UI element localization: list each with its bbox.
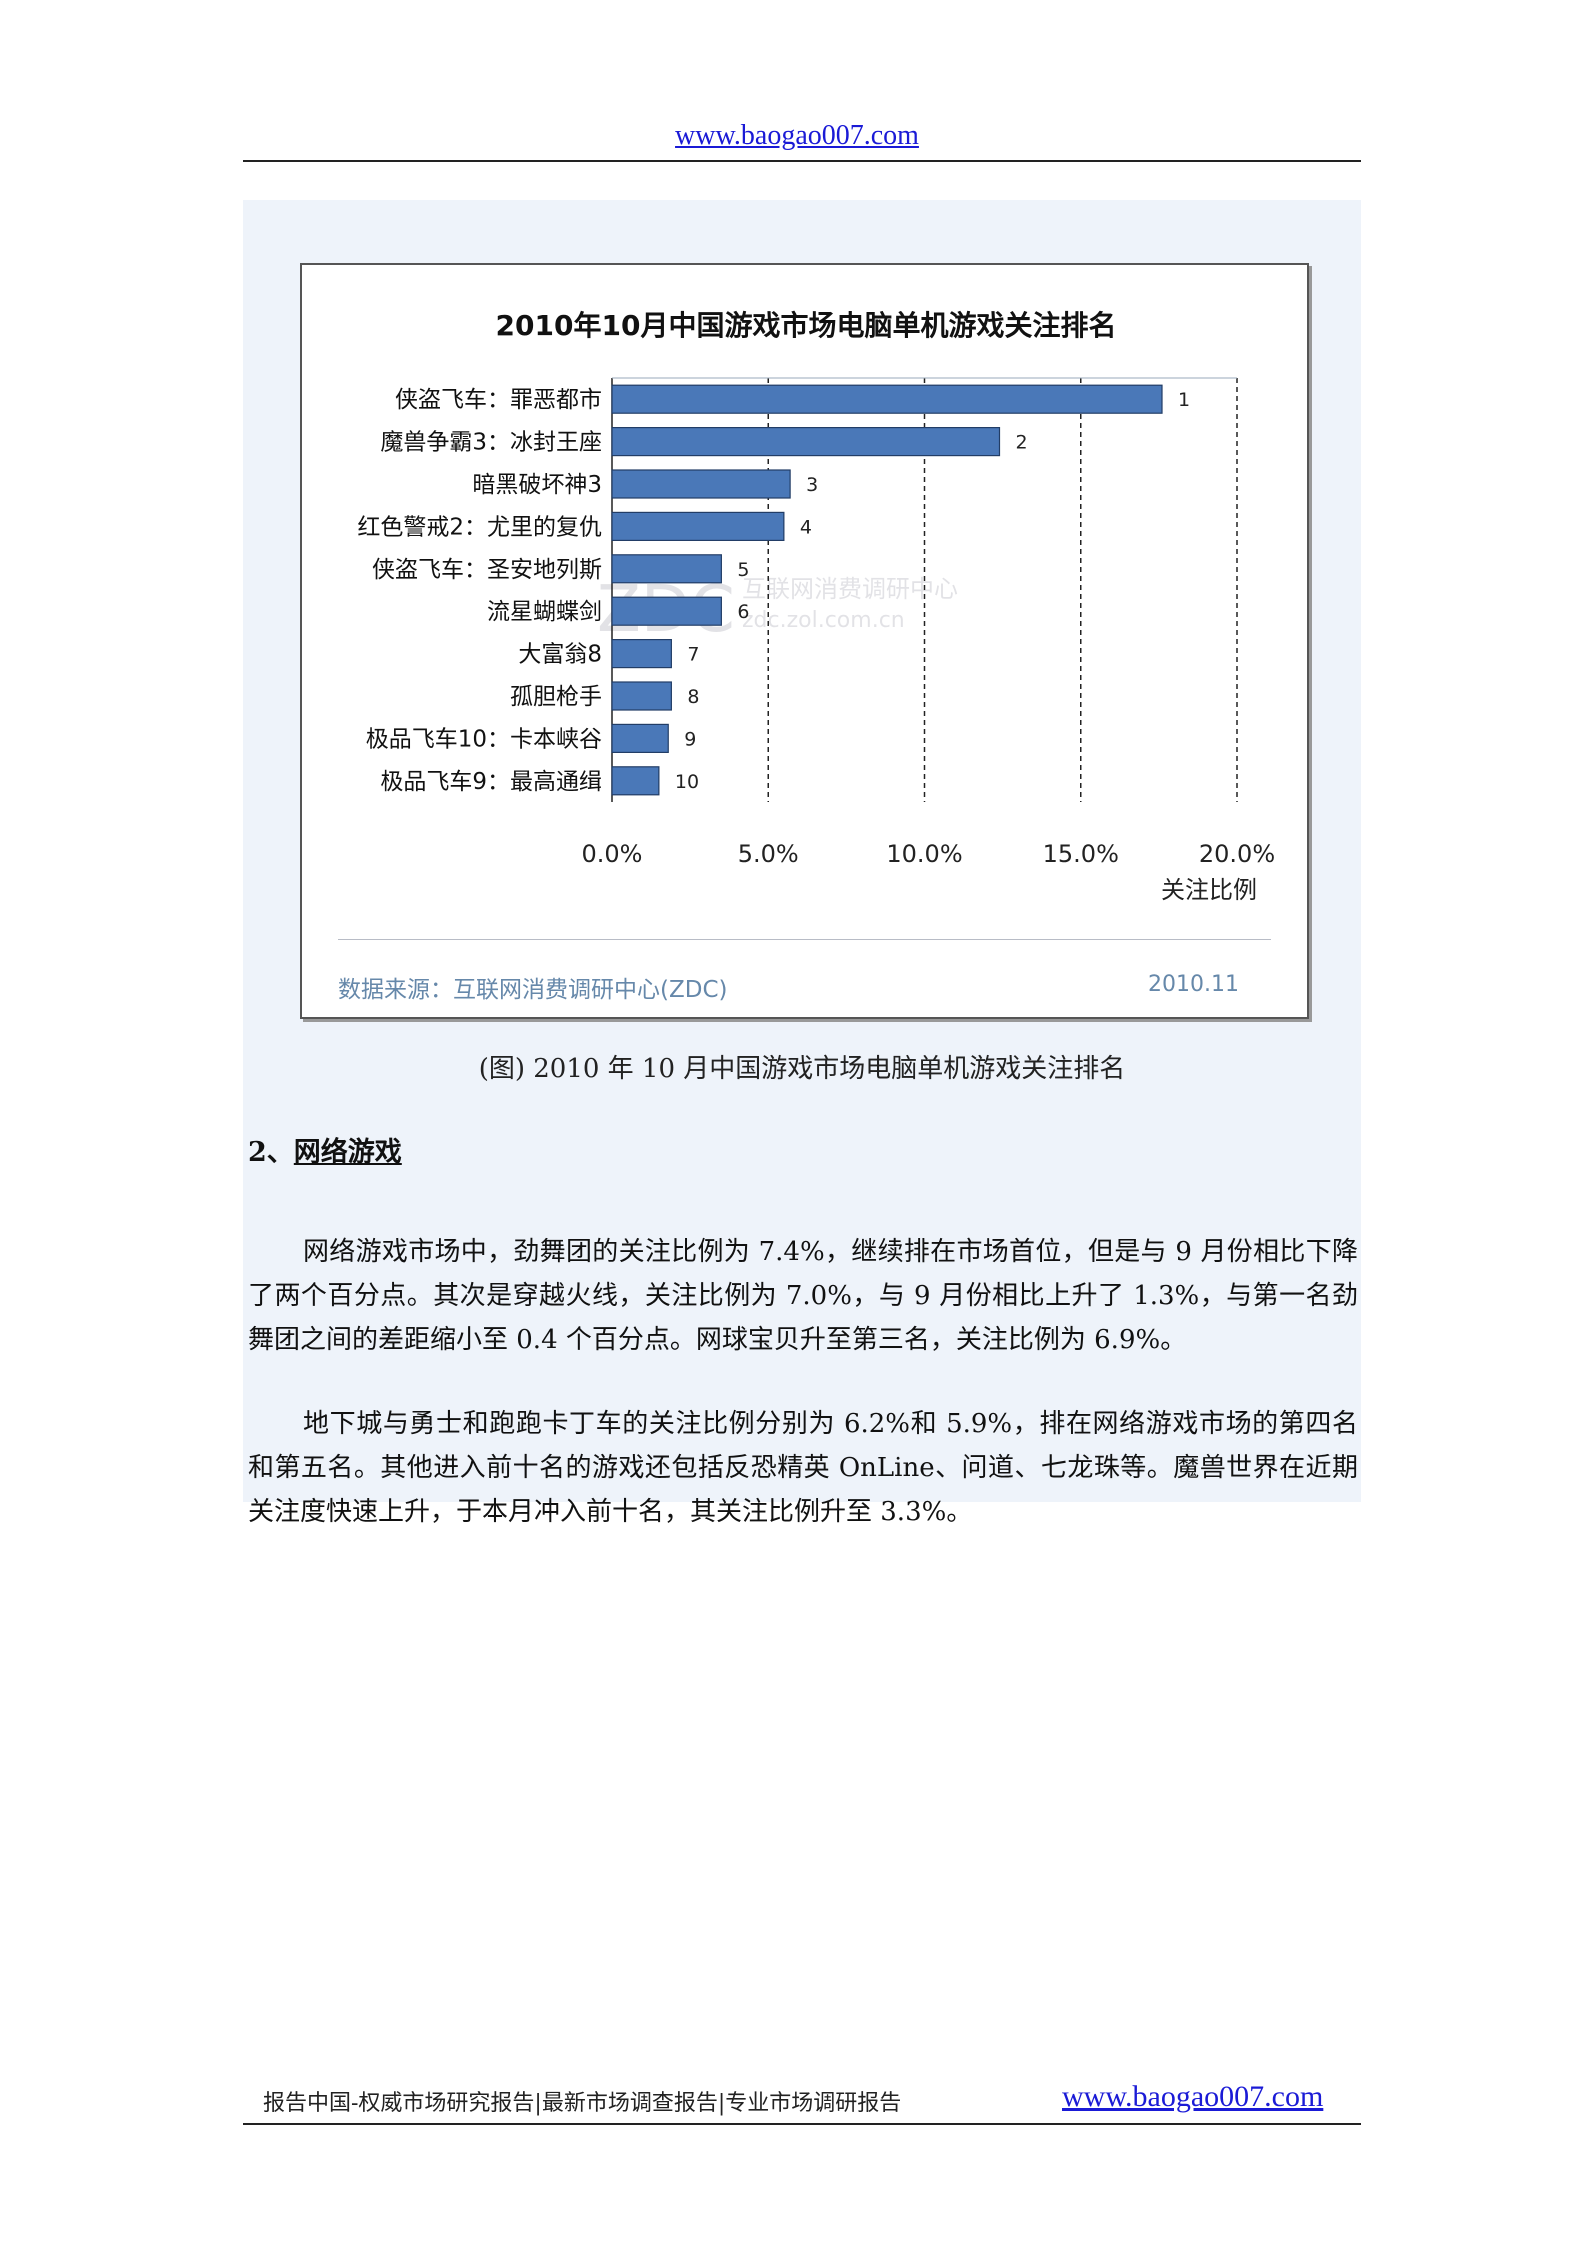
figure-caption: (图) 2010 年 10 月中国游戏市场电脑单机游戏关注排名 [478,1054,1126,1084]
x-tick-label: 20.0% [1199,840,1275,868]
source-divider [338,939,1271,940]
bar [611,639,672,669]
paragraph-online-games-1: 网络游戏市场中，劲舞团的关注比例为 7.4%，继续排在市场首位，但是与 9 月份… [248,1237,1358,1355]
section-number: 2、 [248,1137,294,1168]
data-label: 6 [737,601,749,623]
bar [611,554,722,584]
chart-title: 2010年10月中国游戏市场电脑单机游戏关注排名 [496,309,1117,342]
bar [611,469,791,499]
bar [611,427,1001,457]
watermark-org: 互联网消费调研中心 [742,575,958,603]
category-label: 红色警戒2：尤里的复仇 [357,514,602,540]
category-label: 魔兽争霸3：冰封王座 [380,430,602,456]
category-label: 极品飞车10：卡本峡谷 [366,726,602,752]
data-label: 2 [1016,432,1028,454]
data-label: 5 [737,559,749,581]
footer-link[interactable]: www.baogao007.com [1062,2080,1324,2113]
data-label: 7 [687,644,699,666]
category-label: 流星蝴蝶剑 [487,599,602,625]
x-axis-label: 关注比例 [1161,876,1257,904]
header-rule [243,160,1361,162]
data-label: 8 [687,686,699,708]
x-tick-label: 5.0% [738,840,799,868]
data-label: 10 [675,771,699,793]
watermark-url: zdc.zol.com.cn [742,608,905,633]
x-tick-label: 15.0% [1043,840,1119,868]
header-link[interactable]: www.baogao007.com [675,120,919,151]
bar [611,766,660,796]
category-label: 侠盗飞车：罪恶都市 [395,387,602,413]
bar [611,384,1163,414]
footer-text: 报告中国-权威市场研究报告|最新市场调查报告|专业市场调研报告 [263,2091,902,2116]
data-label: 9 [684,728,696,750]
category-label: 侠盗飞车：圣安地列斯 [372,557,602,583]
bar [611,511,785,541]
category-label: 极品飞车9：最高通缉 [380,769,602,795]
data-label: 4 [800,516,812,538]
category-label: 孤胆枪手 [510,684,602,710]
bar [611,723,669,753]
chart-figure: 2010年10月中国游戏市场电脑单机游戏关注排名 ZDC 互联网消费调研中心 z… [300,263,1309,1019]
bar [611,681,672,711]
bar [611,596,722,626]
category-label: 暗黑破坏神3 [472,472,602,498]
paragraph-online-games-2: 地下城与勇士和跑跑卡丁车的关注比例分别为 6.2%和 5.9%，排在网络游戏市场… [248,1409,1358,1527]
data-label: 1 [1178,389,1190,411]
footer-rule [243,2123,1361,2125]
section-title: 网络游戏 [293,1137,402,1168]
source-date: 2010.11 [1148,972,1239,997]
bar-chart: 2010年10月中国游戏市场电脑单机游戏关注排名 ZDC 互联网消费调研中心 z… [357,309,1275,904]
data-label: 3 [806,474,818,496]
x-tick-label: 0.0% [582,840,643,868]
x-tick-label: 10.0% [886,840,962,868]
data-source: 数据来源：互联网消费调研中心(ZDC) [338,977,728,1003]
section-heading: 2、网络游戏 [248,1130,402,1169]
category-label: 大富翁8 [518,642,602,668]
